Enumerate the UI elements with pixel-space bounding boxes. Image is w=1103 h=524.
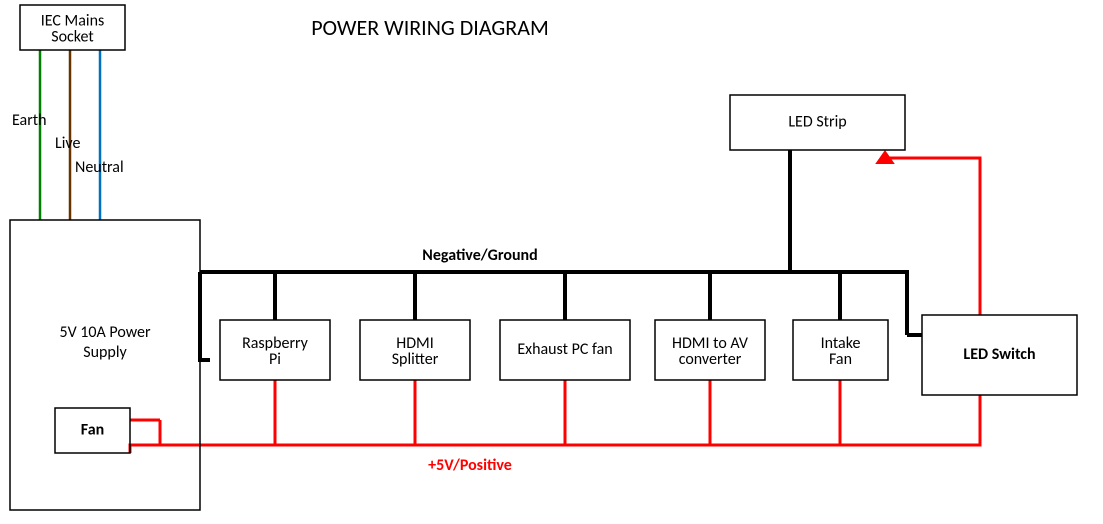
raspberry-pi: RaspberryPi <box>220 320 330 380</box>
svg-text:Pi: Pi <box>269 350 281 369</box>
hdmi-splitter: HDMISplitter <box>360 320 470 380</box>
led-strip: LED Strip <box>730 95 905 150</box>
svg-text:LED Strip: LED Strip <box>788 112 846 131</box>
power-wiring-diagram: Earth Live Neutral Negative/Ground +5V/Posit… <box>0 0 1103 524</box>
led-switch: LED Switch <box>922 315 1077 395</box>
intake-fan: IntakeFan <box>793 320 888 380</box>
power-supply: 5V 10A PowerSupply <box>10 220 200 510</box>
diagram-title: POWER WIRING DIAGRAM <box>311 14 549 41</box>
fan: Fan <box>55 408 130 453</box>
svg-text:Supply: Supply <box>83 343 127 362</box>
exhaust-pc-fan: Exhaust PC fan <box>500 320 630 380</box>
svg-text:5V 10A Power: 5V 10A Power <box>59 323 150 342</box>
live-label: Live <box>55 134 80 153</box>
svg-text:Fan: Fan <box>81 420 104 439</box>
ground-label: Negative/Ground <box>422 246 537 265</box>
positive-label: +5V/Positive <box>428 456 512 475</box>
svg-text:converter: converter <box>679 350 742 369</box>
neutral-label: Neutral <box>75 158 124 177</box>
svg-text:Exhaust PC fan: Exhaust PC fan <box>517 340 612 359</box>
iec-mains-socket: IEC MainsSocket <box>20 5 125 50</box>
svg-text:LED Switch: LED Switch <box>963 345 1035 364</box>
svg-text:Splitter: Splitter <box>392 350 439 369</box>
earth-label: Earth <box>12 111 47 130</box>
hdmi-to-av-converter: HDMI to AVconverter <box>655 320 765 380</box>
svg-text:Fan: Fan <box>829 350 852 369</box>
svg-text:Socket: Socket <box>51 28 94 47</box>
